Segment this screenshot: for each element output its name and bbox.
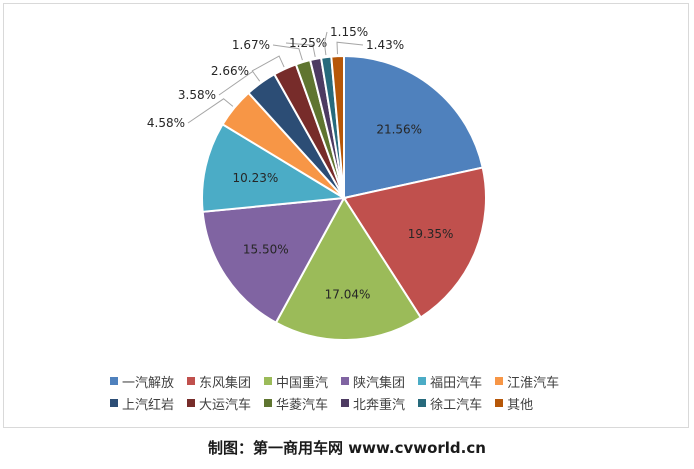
legend-label: 江淮汽车 xyxy=(507,375,560,391)
legend-item: 大运汽车 xyxy=(187,394,251,413)
slice-data-label: 1.25% xyxy=(289,36,327,50)
slice-data-label: 3.58% xyxy=(178,88,216,102)
leader-line xyxy=(323,31,328,56)
leader-line xyxy=(272,44,303,61)
slice-data-label: 15.50% xyxy=(243,243,289,257)
slice-data-label: 10.23% xyxy=(233,171,279,185)
legend-item: 一汽解放 xyxy=(110,372,174,391)
legend-item: 陕汽集团 xyxy=(341,372,405,391)
legend-swatch xyxy=(495,399,504,407)
legend-swatch xyxy=(187,377,196,385)
legend-item: 上汽红岩 xyxy=(110,394,174,413)
legend-row: 一汽解放 东风集团 中国重汽 陕汽集团 福田汽车 江淮汽车 xyxy=(110,370,610,392)
legend-swatch xyxy=(418,377,427,385)
slice-data-label: 1.67% xyxy=(232,38,270,52)
leader-line xyxy=(187,98,234,124)
legend-label: 东风集团 xyxy=(199,375,252,391)
legend-item: 福田汽车 xyxy=(418,372,482,391)
legend-label: 一汽解放 xyxy=(122,375,175,391)
leader-line xyxy=(251,55,285,72)
legend-label: 北奔重汽 xyxy=(353,397,406,413)
legend-swatch xyxy=(110,377,118,385)
legend-swatch xyxy=(418,399,427,407)
legend-swatch xyxy=(264,377,273,385)
legend-label: 福田汽车 xyxy=(430,375,483,391)
legend-item: 中国重汽 xyxy=(264,372,328,391)
legend-swatch xyxy=(495,377,504,385)
leader-line xyxy=(218,70,261,96)
pie-slice xyxy=(201,196,346,325)
pie-slice xyxy=(201,122,348,213)
legend-label: 徐工汽车 xyxy=(430,397,483,413)
legend-item: 徐工汽车 xyxy=(418,394,482,413)
slice-data-label: 19.35% xyxy=(408,227,454,241)
pie-slice xyxy=(342,166,487,319)
slice-data-label: 17.04% xyxy=(325,288,371,302)
slice-data-label: 4.58% xyxy=(147,116,185,130)
legend-swatch xyxy=(341,399,350,407)
chart-legend: 一汽解放 东风集团 中国重汽 陕汽集团 福田汽车 江淮汽车上汽红岩 大运汽车 华菱汽车 北奔重汽… xyxy=(110,370,610,414)
legend-label: 陕汽集团 xyxy=(353,375,406,391)
legend-item: 其他 xyxy=(495,394,533,413)
leader-line xyxy=(285,42,316,58)
legend-label: 上汽红岩 xyxy=(122,397,175,413)
legend-item: 华菱汽车 xyxy=(264,394,328,413)
slice-data-label: 1.43% xyxy=(366,38,404,52)
pie-slice xyxy=(343,54,484,200)
pie-slice xyxy=(274,196,423,341)
legend-swatch xyxy=(187,399,196,407)
legend-label: 大运汽车 xyxy=(199,397,252,413)
legend-item: 江淮汽车 xyxy=(495,372,559,391)
slice-data-label: 1.15% xyxy=(330,25,368,39)
leader-line xyxy=(336,41,364,55)
legend-item: 北奔重汽 xyxy=(341,394,405,413)
legend-label: 其他 xyxy=(507,397,534,413)
legend-swatch xyxy=(110,399,118,407)
legend-row: 上汽红岩 大运汽车 华菱汽车 北奔重汽 徐工汽车 其他 xyxy=(110,392,610,414)
pie-slice xyxy=(330,54,345,199)
legend-label: 华菱汽车 xyxy=(276,397,329,413)
legend-label: 中国重汽 xyxy=(276,375,329,391)
legend-swatch xyxy=(341,377,350,385)
slice-data-label: 21.56% xyxy=(376,122,422,136)
slice-data-label: 2.66% xyxy=(211,64,249,78)
legend-item: 东风集团 xyxy=(187,372,251,391)
legend-swatch xyxy=(264,399,273,407)
chart-credit: 制图：第一商用车网 www.cvworld.cn xyxy=(208,439,486,457)
